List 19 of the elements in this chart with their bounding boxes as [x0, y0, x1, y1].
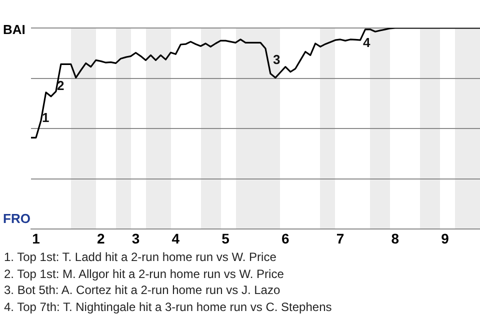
x-tick-label: 9: [441, 230, 450, 246]
x-tick-label: 8: [391, 230, 400, 246]
annotation: 4: [363, 35, 370, 50]
text: 1. Top 1st: T. Ladd hit a 2-run home run vs W. Price: [4, 249, 278, 266]
x-tick-label: 3: [132, 230, 140, 246]
x-tick-label: 5: [222, 230, 230, 246]
text: BAI: [3, 22, 26, 37]
annotation: 3: [273, 52, 280, 67]
text: 4. Top 7th: T. Nightingale hit a 3-run home run vs C. Stephens: [4, 298, 332, 315]
x-tick-label: 1: [32, 230, 40, 246]
annotation: 2: [57, 78, 64, 93]
x-tick-label: 7: [336, 230, 344, 246]
text: 2. Top 1st: M. Allgor hit a 2-run home run vs W. Price: [4, 266, 285, 282]
x-tick-label: 2: [96, 230, 105, 246]
text: 3. Bot 5th: A. Cortez hit a 2-run home run vs J. Lazo: [4, 282, 282, 298]
x-tick-label: 4: [172, 230, 180, 246]
x-tick-label: 6: [282, 230, 290, 246]
annotation: 1: [42, 110, 50, 125]
text: FRO: [3, 211, 30, 226]
